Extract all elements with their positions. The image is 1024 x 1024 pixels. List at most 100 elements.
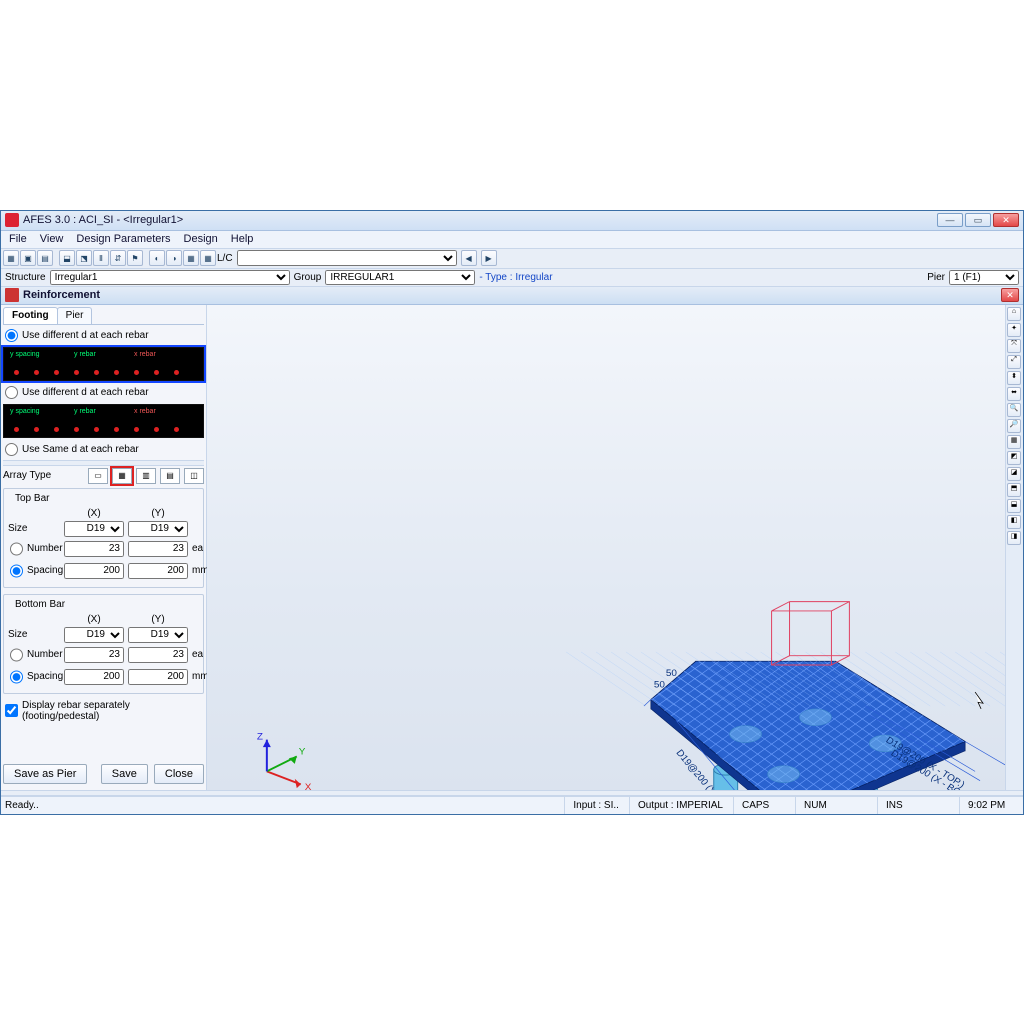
rail-icon[interactable]: ◪ [1007,467,1021,481]
status-output: Output : IMPERIAL [629,797,731,814]
reinforcement-sidebar: Footing Pier Use different d at each reb… [1,305,207,790]
minimize-button[interactable]: — [937,213,963,227]
menubar: File View Design Parameters Design Help [1,231,1023,249]
topbar-size-x[interactable]: D19 [64,521,124,537]
radio-diff-d-2[interactable]: Use different d at each rebar [3,384,204,401]
tool-icon[interactable]: ▦ [200,250,216,266]
rail-icon[interactable]: ⤢ [1007,355,1021,369]
app-icon [5,213,19,227]
close-button[interactable]: ✕ [993,213,1019,227]
botbar-spc-x[interactable] [64,669,124,685]
selection-bar: Structure Irregular1 Group IRREGULAR1 - … [1,269,1023,287]
tool-icon[interactable]: ⇵ [110,250,126,266]
save-as-pier-button[interactable]: Save as Pier [3,764,87,784]
tool-icon[interactable]: ⚑ [127,250,143,266]
lc-prev-icon[interactable]: ◀ [461,250,477,266]
pier-select[interactable]: 1 (F1) [949,270,1019,285]
close-panel-button[interactable]: Close [154,764,204,784]
rail-icon[interactable]: ⬌ [1007,387,1021,401]
structure-select[interactable]: Irregular1 [50,270,290,285]
rail-icon[interactable]: ✦ [1007,323,1021,337]
toolbar: ▦ ▣ ▤ ⬓ ⬔ Ⅱ ⇵ ⚑ ◐ ◑ ▦ ▦ L/C ◀ ▶ [1,249,1023,269]
rail-icon[interactable]: ◨ [1007,531,1021,545]
tool-icon[interactable]: ▤ [37,250,53,266]
array-btn[interactable]: ▭ [88,468,108,484]
menu-design-parameters[interactable]: Design Parameters [70,232,176,246]
tool-icon[interactable]: ▦ [183,250,199,266]
window-title: AFES 3.0 : ACI_SI - <Irregular1> [23,214,937,226]
tab-pier[interactable]: Pier [57,307,93,324]
lc-next-icon[interactable]: ▶ [481,250,497,266]
rail-icon[interactable]: ⬓ [1007,499,1021,513]
save-button[interactable]: Save [101,764,148,784]
rebar-preview-1[interactable]: y spacing y rebar x rebar [3,347,204,381]
status-num: NUM [795,797,875,814]
rail-icon[interactable]: ◧ [1007,515,1021,529]
lc-select[interactable] [237,250,457,266]
status-ins: INS [877,797,957,814]
status-ready: Ready.. [5,800,562,811]
rail-icon[interactable]: ▦ [1007,435,1021,449]
tool-icon[interactable]: ▣ [20,250,36,266]
svg-text:X: X [305,782,312,790]
radio-same-d[interactable]: Use Same d at each rebar [3,441,204,458]
maximize-button[interactable]: ▭ [965,213,991,227]
radio-diff-d-1[interactable]: Use different d at each rebar [3,327,204,344]
rail-icon[interactable]: ⤧ [1007,339,1021,353]
reinforcement-icon [5,288,19,302]
view-toolbar-right: ⌂ ✦ ⤧ ⤢ ⬍ ⬌ 🔍 🔎 ▦ ◩ ◪ ⬒ ⬓ ◧ ◨ [1005,305,1023,790]
botbar-size-y[interactable]: D19 [128,627,188,643]
topbar-spc-x[interactable] [64,563,124,579]
rebar-preview-2[interactable]: y spacing y rebar x rebar [3,404,204,438]
svg-text:Y: Y [299,746,306,757]
rail-icon[interactable]: 🔎 [1007,419,1021,433]
group-label: Group [294,272,322,283]
menu-help[interactable]: Help [225,232,260,246]
app-window: AFES 3.0 : ACI_SI - <Irregular1> — ▭ ✕ F… [0,210,1024,815]
menu-view[interactable]: View [34,232,70,246]
svg-text:50: 50 [654,679,665,690]
rail-icon[interactable]: ⬒ [1007,483,1021,497]
rail-icon[interactable]: 🔍 [1007,403,1021,417]
panel-close-button[interactable]: ✕ [1001,288,1019,302]
topbar-num-y[interactable] [128,541,188,557]
svg-text:Z: Z [257,731,263,742]
rail-icon[interactable]: ⬍ [1007,371,1021,385]
menu-file[interactable]: File [3,232,33,246]
tool-icon[interactable]: Ⅱ [93,250,109,266]
top-bar-group: Top Bar (X)(Y) Size D19 D19 Number ea Sp… [3,488,204,588]
topbar-num-x[interactable] [64,541,124,557]
pier-label: Pier [927,272,945,283]
tool-icon[interactable]: ◐ [149,250,165,266]
array-btn[interactable]: ▥ [136,468,156,484]
botbar-num-y[interactable] [128,647,188,663]
status-input: Input : SI.. [564,797,627,814]
lc-label: L/C [217,253,233,264]
tool-icon[interactable]: ▦ [3,250,19,266]
tool-icon[interactable]: ⬓ [59,250,75,266]
array-btn-selected[interactable]: ▦ [112,468,132,484]
svg-text:50: 50 [666,668,677,679]
rail-icon[interactable]: ⌂ [1007,307,1021,321]
viewport-3d[interactable]: D19@200 (X - TOP.)D19@200 (X - BOT.)D19@… [207,305,1005,790]
statusbar: Ready.. Input : SI.. Output : IMPERIAL C… [1,796,1023,814]
array-btn[interactable]: ◫ [184,468,204,484]
rail-icon[interactable]: ◩ [1007,451,1021,465]
group-select[interactable]: IRREGULAR1 [325,270,475,285]
reinforcement-panel-header: Reinforcement ✕ [1,287,1023,305]
topbar-spc-y[interactable] [128,563,188,579]
botbar-num-x[interactable] [64,647,124,663]
botbar-size-x[interactable]: D19 [64,627,124,643]
panel-tabs: Footing Pier [3,307,204,325]
array-type-label: Array Type [3,470,51,481]
tool-icon[interactable]: ◑ [166,250,182,266]
status-time: 9:02 PM [959,797,1019,814]
botbar-spc-y[interactable] [128,669,188,685]
display-rebar-checkbox[interactable]: Display rebar separately (footing/pedest… [3,698,204,724]
tab-footing[interactable]: Footing [3,307,58,324]
tool-icon[interactable]: ⬔ [76,250,92,266]
array-btn[interactable]: ▤ [160,468,180,484]
menu-design[interactable]: Design [178,232,224,246]
topbar-size-y[interactable]: D19 [128,521,188,537]
titlebar[interactable]: AFES 3.0 : ACI_SI - <Irregular1> — ▭ ✕ [1,211,1023,231]
